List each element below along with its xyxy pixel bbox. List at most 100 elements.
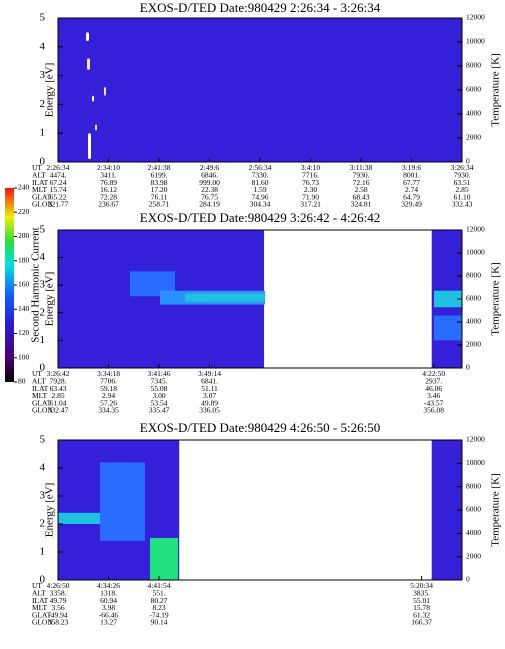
colorbar-tick-label: 140: [18, 304, 30, 313]
orbit-value: 68.43: [353, 192, 370, 201]
y2-tick-label: 12000: [466, 435, 485, 444]
y-tick-label: 1: [40, 334, 46, 346]
colorbar-tick-label: 240: [18, 183, 30, 192]
orbit-value: 74.96: [252, 192, 269, 201]
spectrum-band: [185, 293, 265, 302]
orbit-value: 2.85: [51, 391, 64, 400]
orbit-value: 3.98: [102, 603, 115, 612]
spectrum-spot: [92, 95, 94, 102]
y2-tick-label: 0: [466, 157, 470, 166]
orbit-value: 2:34:10: [97, 163, 120, 172]
orbit-label: GLAT: [32, 610, 52, 619]
orbit-value: 64.79: [403, 192, 420, 201]
orbit-value: 5:20:34: [410, 581, 433, 590]
orbit-value: 332.47: [48, 406, 69, 415]
y2-tick-label: 4000: [466, 317, 481, 326]
orbit-value: 4:41:54: [148, 581, 171, 590]
y2-tick-label: 8000: [466, 481, 481, 490]
y-axis-label: Energy [eV]: [44, 272, 56, 326]
orbit-value: 81.60: [252, 178, 269, 187]
panel-title: EXOS-D/TED Date:980429 4:26:50 - 5:26:50: [140, 420, 380, 435]
y-tick-label: 2: [40, 98, 46, 110]
y2-axis-label: Temperature [K]: [490, 53, 502, 126]
orbit-value: 336.05: [199, 406, 220, 415]
orbit-value: 76.11: [151, 192, 168, 201]
orbit-value: 76.75: [201, 192, 218, 201]
orbit-value: 304.34: [250, 200, 271, 209]
orbit-value: 2.74: [405, 185, 418, 194]
orbit-value: 356.08: [423, 406, 444, 415]
y2-axis-label: Temperature [K]: [490, 473, 502, 546]
colorbar-tick-label: 200: [18, 231, 30, 240]
y-tick-label: 3: [40, 69, 46, 81]
y-tick-label: 3: [40, 279, 46, 291]
panel-title: EXOS-D/TED Date:980429 3:26:42 - 4:26:42: [140, 210, 380, 225]
y-tick-label: 5: [40, 12, 46, 24]
orbit-value: 72.28: [100, 192, 117, 201]
orbit-value: 3:11:38: [350, 163, 373, 172]
y2-tick-label: 4000: [466, 528, 481, 537]
colorbar-tick-label: 220: [18, 207, 30, 216]
orbit-label: ILAT: [32, 178, 49, 187]
orbit-value: 6846.: [201, 171, 218, 180]
y2-tick-label: 0: [466, 575, 470, 584]
y2-tick-label: 8000: [466, 61, 481, 70]
orbit-value: 67.77: [403, 178, 420, 187]
y-axis-label: Energy [eV]: [44, 63, 56, 117]
orbit-label: MLT: [32, 603, 48, 612]
orbit-value: 3835.: [413, 589, 430, 598]
orbit-label: ALT: [32, 171, 46, 180]
orbit-value: 17.20: [151, 185, 168, 194]
colorbar-tick-label: 80: [18, 377, 26, 386]
orbit-value: 15.74: [50, 185, 67, 194]
y2-tick-label: 2000: [466, 340, 481, 349]
orbit-value: 999.00: [199, 178, 220, 187]
orbit-value: 3.00: [152, 391, 165, 400]
orbit-value: 4:34:26: [97, 581, 120, 590]
y-tick-label: 4: [40, 40, 46, 52]
orbit-value: -43.57: [424, 398, 444, 407]
colorbar-tick-label: 160: [18, 280, 30, 289]
orbit-value: 7928.: [50, 377, 67, 386]
orbit-value: 8001.: [403, 171, 420, 180]
orbit-label: ILAT: [32, 596, 49, 605]
spectrum-spot: [87, 58, 90, 70]
orbit-value: 324.81: [351, 200, 372, 209]
orbit-value: 63.43: [50, 384, 67, 393]
orbit-value: 59.18: [100, 384, 117, 393]
orbit-value: 67.24: [50, 178, 67, 187]
orbit-value: 4:26:50: [47, 581, 70, 590]
orbit-label: ILAT: [32, 384, 49, 393]
y2-tick-label: 4000: [466, 109, 481, 118]
orbit-value: -49.94: [48, 610, 68, 619]
orbit-value: 15.78: [413, 603, 430, 612]
orbit-value: 335.47: [149, 406, 170, 415]
orbit-label: GLON: [32, 200, 53, 209]
y-tick-label: 0: [40, 362, 46, 374]
orbit-value: 551.: [152, 589, 165, 598]
orbit-value: 22.38: [201, 185, 218, 194]
y2-tick-label: 12000: [466, 13, 485, 22]
orbit-value: 2.30: [304, 185, 317, 194]
orbit-value: 2:41:38: [148, 163, 171, 172]
y2-tick-label: 10000: [466, 248, 485, 257]
orbit-value: 236.67: [98, 200, 119, 209]
y-tick-label: 4: [40, 462, 46, 474]
orbit-label: GLON: [32, 618, 53, 627]
orbit-value: 2:26:34: [47, 163, 70, 172]
orbit-value: 55.08: [151, 384, 168, 393]
y-tick-label: 2: [40, 518, 46, 530]
orbit-value: 1.59: [253, 185, 266, 194]
orbit-value: 4:22:50: [422, 369, 445, 378]
orbit-value: 317.21: [300, 200, 321, 209]
orbit-value: 2.58: [354, 185, 367, 194]
y-tick-label: 0: [40, 156, 46, 168]
orbit-value: 3.07: [203, 391, 216, 400]
orbit-value: 3:49:14: [198, 369, 221, 378]
panel-title: EXOS-D/TED Date:980429 2:26:34 - 3:26:34: [140, 0, 381, 15]
y2-tick-label: 6000: [466, 505, 481, 514]
orbit-value: 90.14: [151, 618, 168, 627]
orbit-value: 7706.: [100, 377, 117, 386]
orbit-value: 334.35: [98, 406, 119, 415]
